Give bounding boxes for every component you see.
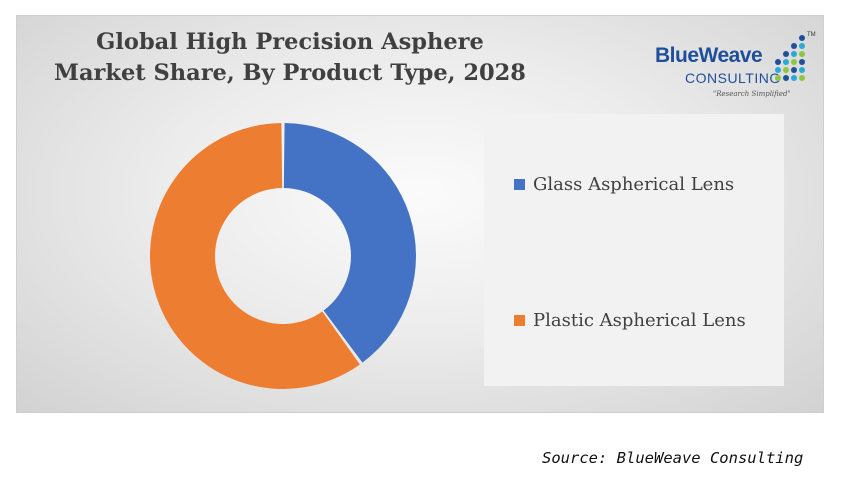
chart-title-line-1: Global High Precision Asphere [96, 29, 484, 55]
logo-dot [799, 35, 805, 41]
chart-title: Global High Precision Asphere Market Sha… [40, 27, 540, 89]
bluweave-logo: BlueWeave CONSULTING "Research Simplifie… [655, 32, 816, 112]
logo-dot [799, 59, 805, 65]
logo-dot [791, 43, 797, 49]
donut-slice-glass-aspherical-lens [283, 123, 417, 363]
logo-dot [791, 59, 797, 65]
logo-trademark: TM [807, 32, 816, 38]
legend [484, 114, 784, 386]
logo-dot [775, 59, 781, 65]
logo-dot [783, 59, 789, 65]
logo-dot [799, 51, 805, 57]
logo-dot [783, 67, 789, 73]
logo-dot [783, 51, 789, 57]
logo-dot [799, 67, 805, 73]
logo-dot [791, 75, 797, 81]
logo-dot [791, 67, 797, 73]
logo-sub-text: CONSULTING [685, 70, 781, 86]
logo-dot [799, 75, 805, 81]
legend-item-glass: Glass Aspherical Lens [514, 174, 734, 195]
legend-swatch-plastic [514, 315, 525, 326]
logo-dot [799, 43, 805, 49]
logo-main-text: BlueWeave [655, 44, 763, 67]
donut-slice-plastic-aspherical-lens [150, 123, 360, 390]
legend-label-plastic: Plastic Aspherical Lens [533, 310, 746, 331]
logo-dot [775, 75, 781, 81]
chart-title-line-2: Market Share, By Product Type, 2028 [54, 60, 526, 86]
source-note: Source: BlueWeave Consulting [542, 449, 804, 467]
logo-dot [783, 75, 789, 81]
logo-dot [791, 51, 797, 57]
legend-item-plastic: Plastic Aspherical Lens [514, 310, 746, 331]
legend-swatch-glass [514, 179, 525, 190]
logo-tagline: "Research Simplified" [713, 90, 791, 98]
legend-label-glass: Glass Aspherical Lens [533, 174, 735, 195]
logo-dot [775, 67, 781, 73]
